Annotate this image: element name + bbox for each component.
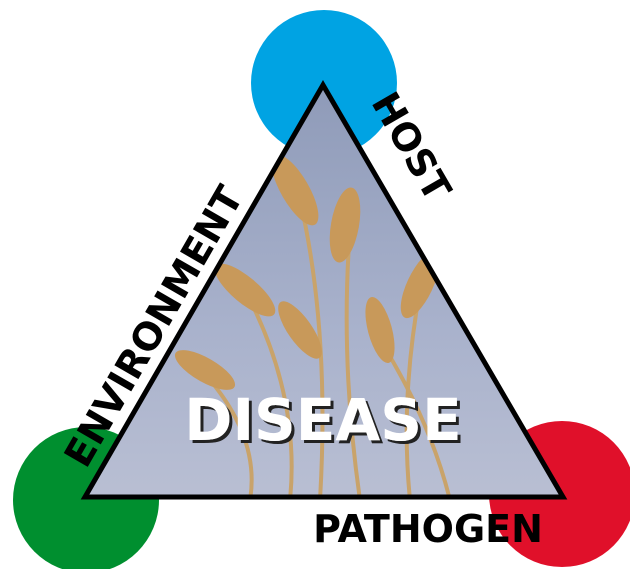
pathogen-label: PATHOGEN bbox=[313, 507, 543, 551]
disease-label: DISEASE bbox=[184, 386, 461, 454]
disease-triangle: HOST ENVIRONMENT PATHOGEN DISEASE bbox=[0, 0, 630, 569]
